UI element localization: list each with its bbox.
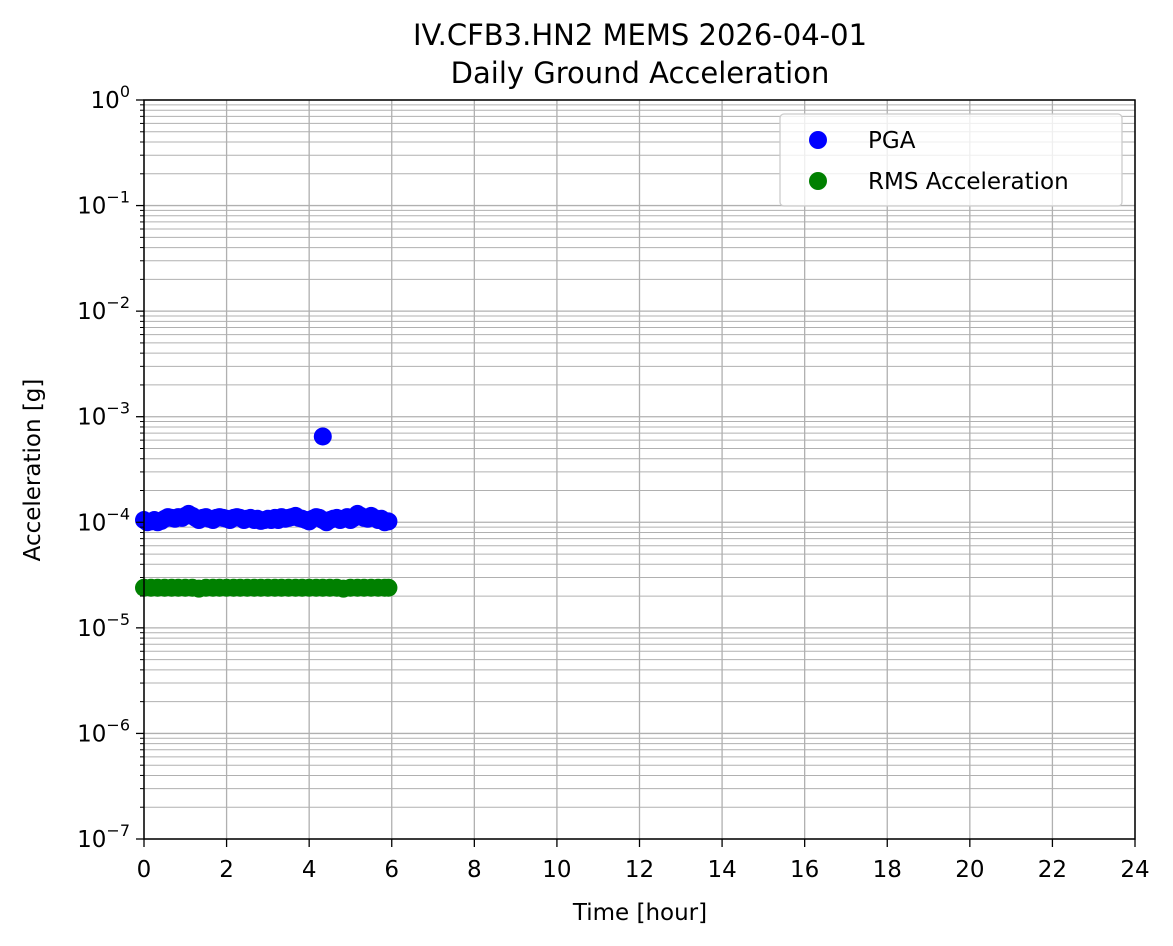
legend-box — [779, 113, 1123, 207]
x-tick-label: 22 — [1038, 857, 1067, 883]
y-tick-label: 10−7 — [77, 821, 130, 853]
y-tick-label: 100 — [91, 82, 130, 114]
x-tick-label: 18 — [873, 857, 902, 883]
series-2 — [135, 578, 398, 598]
x-tick-label: 6 — [384, 857, 399, 883]
y-axis-ticks: 10−7 10−6 10−5 10−4 10−3 10−2 10−1 100 — [77, 82, 144, 853]
x-tick-label: 20 — [955, 857, 984, 883]
legend: PGA RMS Acceleration — [779, 113, 1123, 207]
y-tick-label: 10−6 — [77, 715, 130, 747]
x-tick-label: 0 — [137, 857, 152, 883]
x-tick-label: 4 — [302, 857, 317, 883]
x-tick-label: 14 — [707, 857, 736, 883]
legend-marker-rms — [809, 172, 827, 190]
series-1 — [313, 427, 332, 446]
plot-series — [135, 427, 398, 598]
y-tick-label: 10−4 — [77, 504, 130, 536]
x-axis-label: Time [hour] — [572, 900, 707, 926]
chart-subtitle: Daily Ground Acceleration — [451, 56, 830, 90]
major-grid — [143, 99, 1136, 840]
y-tick-label: 10−1 — [77, 188, 130, 220]
y-tick-label: 10−2 — [77, 293, 130, 325]
legend-marker-pga — [809, 131, 827, 149]
data-point — [379, 512, 398, 531]
chart-title: IV.CFB3.HN2 MEMS 2026-04-01 — [413, 18, 867, 52]
y-tick-label: 10−3 — [77, 399, 130, 431]
x-axis-ticks: 0 2 4 6 8 10 12 14 16 18 20 22 24 — [137, 839, 1150, 883]
legend-label-rms: RMS Acceleration — [868, 169, 1069, 195]
y-axis-label: Acceleration [g] — [20, 379, 46, 562]
x-tick-label: 8 — [467, 857, 482, 883]
x-tick-label: 2 — [219, 857, 234, 883]
x-tick-label: 10 — [542, 857, 571, 883]
data-point — [313, 427, 332, 446]
y-tick-label: 10−5 — [77, 610, 130, 642]
x-tick-label: 16 — [790, 857, 819, 883]
legend-label-pga: PGA — [868, 128, 916, 154]
data-point — [379, 578, 398, 597]
x-tick-label: 24 — [1120, 857, 1149, 883]
series-0 — [135, 504, 398, 532]
x-tick-label: 12 — [625, 857, 654, 883]
